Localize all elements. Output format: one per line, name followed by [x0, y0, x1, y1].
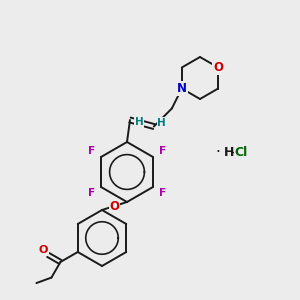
Text: F: F [88, 146, 95, 157]
Text: O: O [39, 245, 48, 255]
Text: O: O [110, 200, 119, 212]
Text: O: O [213, 61, 223, 74]
Text: N: N [177, 82, 187, 95]
Text: Cl: Cl [234, 146, 247, 158]
Text: F: F [88, 188, 95, 197]
Text: F: F [159, 188, 166, 197]
Text: F: F [159, 146, 166, 157]
Text: H: H [224, 146, 234, 158]
Text: H: H [158, 118, 166, 128]
Text: ·: · [216, 145, 220, 160]
Text: H: H [135, 117, 143, 127]
